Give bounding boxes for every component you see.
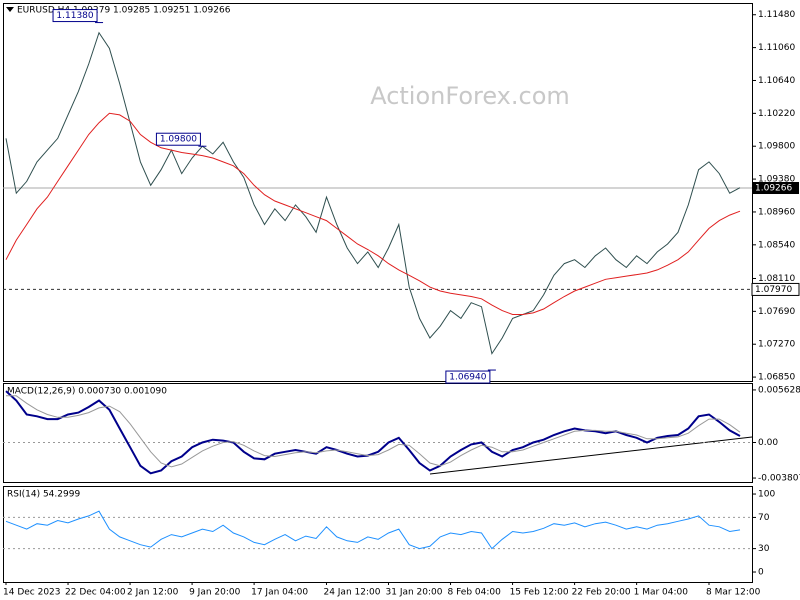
- y-tick-label: 0.005628: [758, 385, 800, 395]
- y-tick-label: 0: [758, 568, 764, 578]
- annotation-box: [445, 370, 491, 384]
- last-price-label: 1.09266: [755, 184, 792, 194]
- y-tick-label: 1.10640: [758, 76, 795, 86]
- annotation-box: [52, 9, 98, 23]
- y-tick-label: 30: [758, 544, 770, 554]
- x-tick-label: 8 Feb 04:00: [448, 588, 502, 598]
- x-tick-label: 14 Dec 2023: [3, 588, 61, 598]
- x-tick-label: 8 Mar 12:00: [706, 588, 761, 598]
- y-tick-label: 1.09800: [758, 142, 795, 152]
- y-tick-label: 1.08960: [758, 207, 795, 217]
- last-price-box: [752, 182, 799, 195]
- y-tick-label: 1.11480: [758, 10, 795, 20]
- series-line: [5, 510, 741, 550]
- y-tick-label: 70: [758, 513, 770, 523]
- rsi-panel: [3, 486, 753, 583]
- panel-title: RSI(14) 54.2999: [7, 490, 80, 500]
- y-tick-label: 1.06850: [758, 373, 795, 383]
- menu-arrow: [6, 7, 14, 12]
- y-tick-label: -0.003807: [758, 474, 800, 484]
- series-line: [5, 31, 741, 355]
- y-tick-label: 1.10220: [758, 109, 795, 119]
- x-tick-label: 1 Mar 04:00: [634, 588, 689, 598]
- hline-label-box: [751, 282, 800, 296]
- watermark: ActionForex.com: [370, 82, 570, 110]
- annotation-label: 1.11380: [56, 11, 93, 21]
- y-tick-label: 1.11060: [758, 43, 795, 53]
- x-tick-label: 9 Jan 20:00: [189, 588, 241, 598]
- y-tick-label: 100: [758, 490, 775, 500]
- hline-label: 1.07970: [755, 285, 792, 295]
- y-tick-label: 0.00: [758, 438, 778, 448]
- x-tick-label: 22 Feb 20:00: [572, 588, 631, 598]
- x-tick-label: 2 Jan 12:00: [127, 588, 179, 598]
- y-tick-label: 1.07270: [758, 340, 795, 350]
- series-line: [5, 112, 741, 315]
- y-tick-label: 1.07690: [758, 307, 795, 317]
- chart-title: EURUSD,H4 1.09279 1.09285 1.09251 1.0926…: [17, 6, 231, 16]
- annotation-label: 1.09800: [160, 135, 197, 145]
- y-tick-label: 1.08110: [758, 274, 795, 284]
- macd-panel: [3, 383, 753, 483]
- x-tick-label: 15 Feb 12:00: [510, 588, 569, 598]
- y-tick-label: 1.09380: [758, 175, 795, 185]
- panel-title: MACD(12,26,9) 0.000730 0.001090: [7, 387, 167, 397]
- trend-line: [429, 436, 753, 475]
- x-tick-label: 17 Jan 04:00: [251, 588, 308, 598]
- y-tick-label: 1.08540: [758, 240, 795, 250]
- x-tick-label: 22 Dec 04:00: [65, 588, 126, 598]
- series-line: [6, 395, 741, 468]
- x-tick-label: 24 Jan 12:00: [323, 588, 380, 598]
- annotation-box: [155, 132, 201, 146]
- annotation-label: 1.06940: [449, 373, 486, 383]
- x-tick-label: 31 Jan 20:00: [386, 588, 443, 598]
